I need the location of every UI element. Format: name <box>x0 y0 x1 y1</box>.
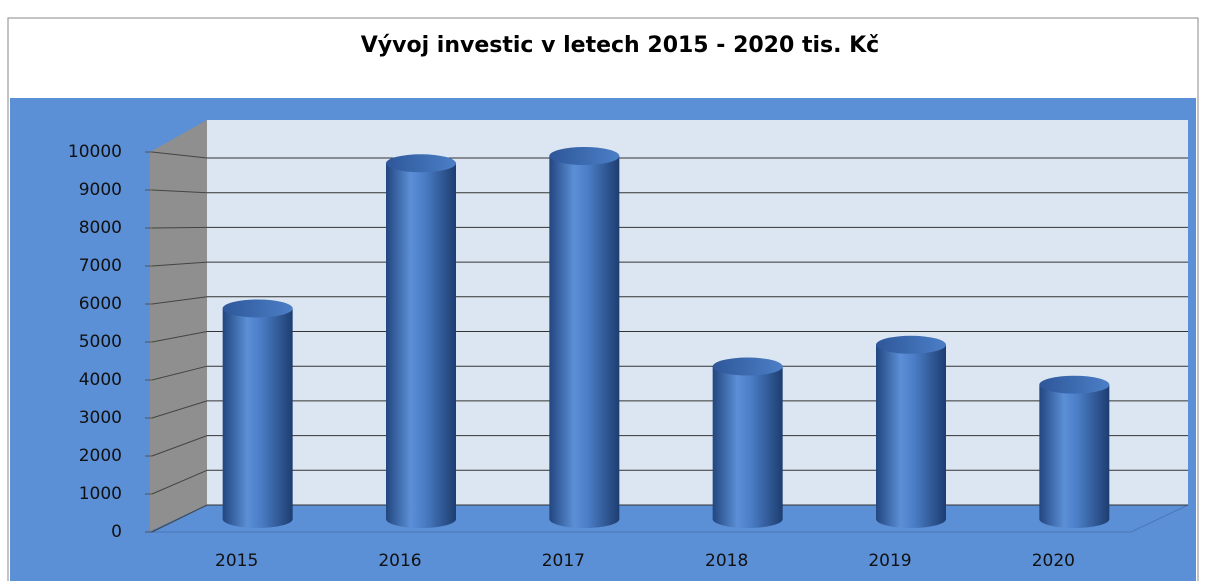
bar <box>876 344 946 528</box>
bar-top <box>876 335 946 354</box>
side-grid-line <box>151 151 208 159</box>
side-grid-line <box>151 261 208 267</box>
back-wall <box>207 120 1188 505</box>
y-tick-label: 9000 <box>79 180 122 200</box>
side-grid-line <box>151 435 208 457</box>
y-tick-label: 10000 <box>68 142 122 162</box>
x-tick-label: 2018 <box>705 551 748 571</box>
side-grid-line <box>151 226 208 229</box>
side-wall <box>150 120 207 532</box>
y-tick-label: 7000 <box>79 256 122 276</box>
y-tick-label: 1000 <box>79 484 122 504</box>
bar-top <box>712 357 783 376</box>
y-tick-label: 4000 <box>79 370 122 390</box>
bar <box>1039 384 1110 528</box>
side-grid-line <box>151 296 208 305</box>
bar-top <box>1039 375 1110 394</box>
x-tick-label: 2017 <box>542 551 585 571</box>
y-tick-label: 2000 <box>79 446 122 466</box>
bar-top <box>549 147 620 165</box>
side-grid-line <box>151 469 208 495</box>
floor <box>149 504 1189 533</box>
bar-top <box>386 154 456 173</box>
bar <box>549 156 620 528</box>
side-grid-line <box>151 331 208 343</box>
bar-top <box>222 299 293 318</box>
side-grid-line <box>151 504 208 533</box>
y-tick-label: 5000 <box>79 332 122 352</box>
bar <box>712 366 783 528</box>
x-tick-label: 2015 <box>215 551 258 571</box>
bar <box>222 308 293 528</box>
y-tick-label: 8000 <box>79 218 122 238</box>
side-grid-line <box>151 189 208 194</box>
y-tick-label: 6000 <box>79 294 122 314</box>
chart-title: Vývoj investic v letech 2015 - 2020 tis.… <box>361 33 879 58</box>
bar <box>386 163 456 528</box>
x-tick-label: 2020 <box>1032 551 1075 571</box>
y-tick-label: 0 <box>111 522 122 542</box>
y-tick-label: 3000 <box>79 408 122 428</box>
side-grid-line <box>151 365 208 381</box>
side-grid-line <box>151 400 208 419</box>
x-tick-label: 2016 <box>378 551 421 571</box>
x-tick-label: 2019 <box>868 551 911 571</box>
